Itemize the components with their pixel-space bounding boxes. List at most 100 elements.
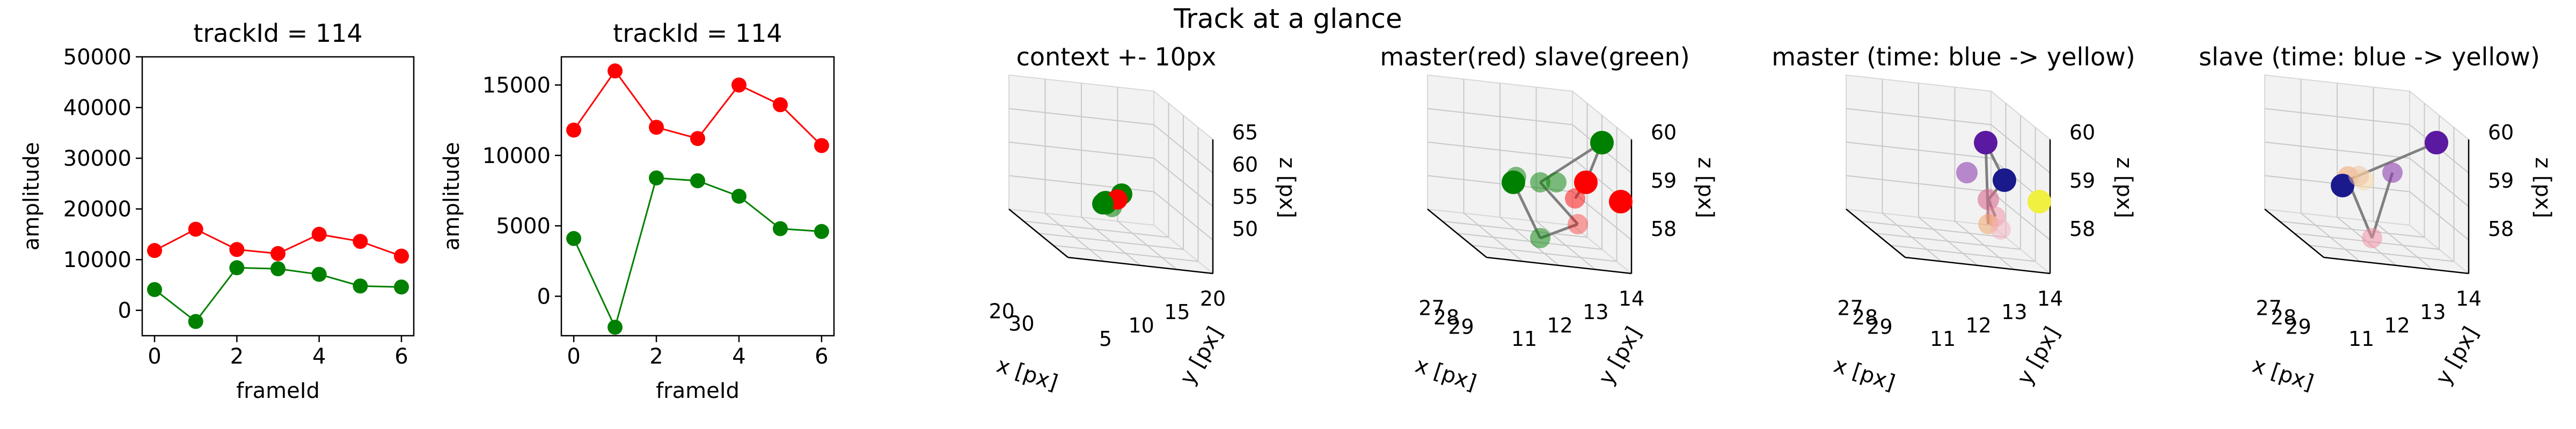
- data-point: [188, 314, 203, 329]
- chart-2-ylabel: amplitude: [440, 142, 464, 250]
- x-tick-label: 4: [732, 344, 745, 369]
- scatter-point: [1956, 162, 1978, 183]
- x-tick-label: 0: [148, 344, 161, 369]
- x-tick-label: 2: [230, 344, 244, 369]
- scatter-point: [2331, 174, 2354, 197]
- y-tick-label: 12: [1965, 314, 1991, 337]
- y-tick-label: 40000: [63, 96, 131, 121]
- y-tick-label: 30000: [63, 146, 131, 171]
- z-tick-label: 60: [2069, 121, 2095, 144]
- data-point: [229, 242, 245, 257]
- grid-line: [1954, 220, 2015, 270]
- grid-line: [1535, 220, 1596, 270]
- grid-line: [2264, 142, 2410, 159]
- chart-1-title: trackId = 114: [193, 19, 362, 48]
- scatter-point: [1546, 172, 1567, 193]
- x-axis-line: [2264, 209, 2324, 258]
- data-point: [649, 170, 664, 186]
- z-tick-label: 58: [2488, 217, 2514, 241]
- y-tick-label: 12: [1547, 314, 1572, 337]
- y-axis-line: [1905, 256, 2051, 275]
- y-tick-label: 13: [2001, 300, 2027, 324]
- y-tick-label: 15: [1164, 300, 1190, 324]
- scatter-point: [1530, 172, 1550, 193]
- chart-2-title: trackId = 114: [613, 19, 782, 48]
- scatter-point: [1590, 131, 1614, 154]
- scatter-point: [2382, 162, 2403, 183]
- data-point: [229, 260, 245, 276]
- data-point: [814, 138, 829, 153]
- z-tick-label: 60: [2488, 121, 2514, 144]
- y-axis-line: [1067, 256, 1213, 275]
- grid-line: [1153, 124, 1213, 174]
- scatter-point: [1990, 219, 2011, 240]
- z-tick-label: 65: [1232, 121, 1258, 144]
- scatter-point: [2425, 131, 2448, 154]
- data-point: [394, 248, 409, 264]
- x-tick-label: 2: [649, 344, 663, 369]
- grid-line: [1008, 108, 1154, 125]
- scatter-point: [1506, 167, 1526, 187]
- y-tick-label: 11: [1930, 327, 1956, 351]
- grid-line: [1472, 245, 1617, 262]
- y-tick-label: 13: [2420, 300, 2446, 324]
- grid-line: [1846, 108, 1992, 125]
- data-point: [147, 282, 162, 297]
- data-point: [188, 221, 203, 237]
- scatter-marks: [1502, 131, 1633, 248]
- x-axis-label: x [px]: [1412, 353, 1479, 396]
- x-tick-label: 6: [815, 344, 828, 369]
- data-point: [311, 267, 327, 282]
- scatter-point: [1565, 188, 1585, 209]
- master-time-title: master (time: blue -> yellow): [1772, 42, 2135, 71]
- data-point: [270, 261, 286, 277]
- grid-line: [1038, 233, 1184, 250]
- x-axis-label: x [px]: [1831, 353, 1898, 396]
- chart-1-ticks: 0 2 4 6 0 10000 20000 30000 40000 50000: [63, 45, 408, 369]
- y-tick-label: 5: [1099, 327, 1112, 351]
- y-tick-label: 13: [1583, 300, 1608, 324]
- x-tick-label: 29: [1448, 315, 1474, 339]
- amplitude-chart-2: trackId = 114 amplitude frameId 0 2 4 6 0 500…: [440, 19, 835, 403]
- x-tick-label: 28: [1852, 306, 1878, 329]
- data-point: [147, 243, 162, 258]
- data-point: [353, 278, 368, 294]
- x-tick-label: 29: [2285, 315, 2311, 339]
- z-tick-label: 58: [2069, 217, 2095, 241]
- chart-2-marks: [566, 63, 829, 335]
- scatter-point: [2362, 228, 2382, 248]
- data-point: [690, 131, 705, 146]
- scatter-point: [1609, 190, 1633, 213]
- x-axis-label: x [px]: [993, 353, 1060, 396]
- context-title: context +- 10px: [1016, 42, 1217, 71]
- x-tick-label: 4: [312, 344, 326, 369]
- y-tick-label: 20000: [63, 197, 131, 222]
- grid-line: [1117, 220, 1177, 270]
- y-axis-label: y [px]: [2431, 322, 2484, 389]
- scatter-point: [1978, 189, 1999, 210]
- amplitude-chart-1: trackId = 114 amplitude frameId 0 2 4 6 0 100…: [19, 19, 415, 403]
- chart-1-ylabel: amplitude: [19, 142, 44, 250]
- data-point: [731, 77, 747, 93]
- x-tick-label: 28: [1433, 306, 1459, 329]
- y-tick-label: 5000: [496, 214, 551, 239]
- grid-line: [2264, 108, 2410, 125]
- z-tick-label: 50: [1232, 217, 1258, 241]
- grid-line: [1890, 245, 2036, 262]
- data-point: [270, 246, 286, 261]
- data-point: [566, 122, 582, 138]
- y-tick-label: 15000: [482, 73, 551, 98]
- x-axis-line: [1427, 209, 1487, 258]
- grid-line: [1846, 142, 1992, 159]
- chart-2-xlabel: frameId: [656, 379, 740, 403]
- trajectory-segment: [2370, 172, 2394, 239]
- scatter-point: [1092, 193, 1114, 214]
- scatter-point: [2028, 190, 2051, 213]
- scatter-marks: [2331, 131, 2448, 248]
- y-tick-label: 11: [2348, 327, 2374, 351]
- data-point: [608, 320, 623, 335]
